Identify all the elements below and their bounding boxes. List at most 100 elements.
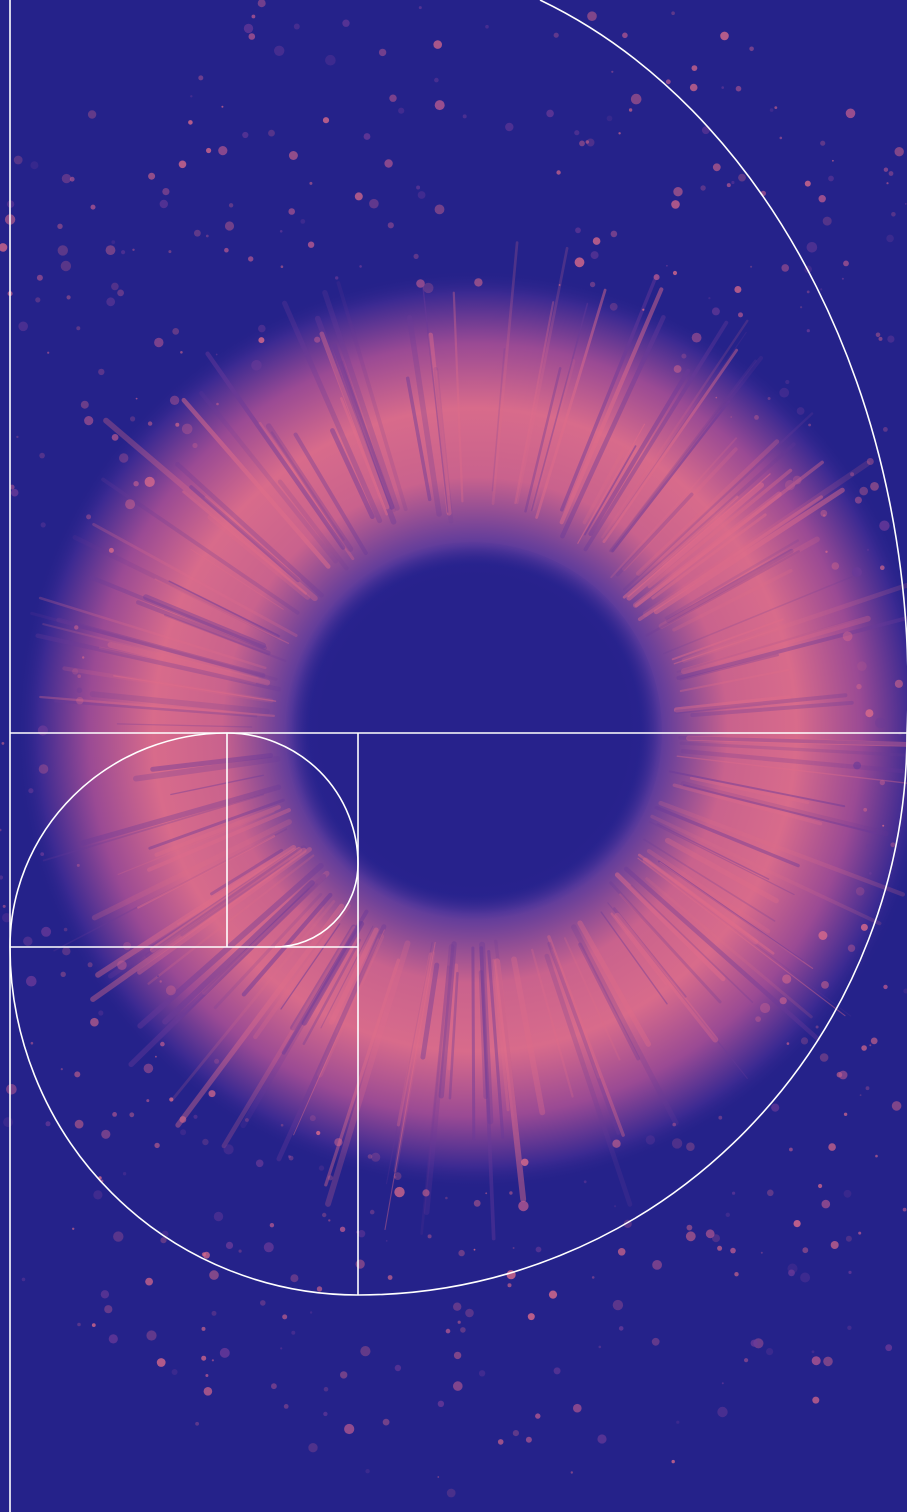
iris-fiber	[277, 479, 349, 571]
speckle	[672, 270, 678, 276]
speckle	[806, 329, 810, 333]
speckle	[832, 159, 834, 162]
speckle	[866, 844, 871, 849]
speckle	[82, 656, 85, 659]
speckle	[434, 204, 445, 215]
speckle	[446, 1488, 456, 1498]
speckle	[774, 106, 778, 109]
speckle	[369, 1209, 375, 1215]
iris-fiber	[168, 580, 281, 637]
iris-fiber	[330, 428, 375, 520]
speckle	[735, 85, 742, 92]
speckle	[224, 221, 235, 231]
iris-fiber	[530, 948, 574, 1098]
speckle	[863, 807, 868, 812]
iris-fiber	[491, 241, 519, 505]
iris-fiber	[319, 331, 390, 510]
speckle	[205, 1374, 209, 1377]
speckle	[574, 257, 585, 268]
iris-fiber	[154, 578, 290, 644]
speckle	[308, 1443, 318, 1453]
speckle	[891, 212, 896, 217]
speckle	[712, 163, 721, 172]
speckle	[367, 1154, 373, 1159]
speckle	[811, 1356, 821, 1366]
speckle	[437, 1476, 440, 1478]
speckle	[845, 1235, 852, 1242]
speckle	[87, 110, 97, 119]
iris-fiber	[610, 437, 738, 579]
speckle	[40, 852, 45, 856]
speckle	[30, 161, 39, 170]
speckle	[47, 351, 50, 354]
iris-fiber	[686, 735, 907, 747]
speckle	[363, 133, 371, 140]
speckle	[842, 631, 853, 642]
speckle	[843, 1189, 852, 1198]
speckle	[766, 1348, 774, 1356]
speckle	[812, 1396, 820, 1404]
speckle	[505, 122, 514, 132]
speckle	[257, 0, 266, 8]
golden-ratio-guides	[9, 0, 907, 1512]
speckle	[148, 172, 156, 180]
speckle	[691, 332, 702, 343]
speckle	[18, 321, 29, 332]
iris-fiber	[270, 431, 345, 541]
iris-fiber	[39, 695, 275, 718]
iris-fiber	[95, 845, 297, 978]
iris-fiber	[637, 853, 775, 955]
speckle	[535, 1246, 542, 1253]
speckle	[154, 337, 164, 348]
iris-fiber	[132, 756, 281, 782]
speckle	[645, 1135, 656, 1145]
speckle	[119, 453, 129, 463]
speckle	[322, 1212, 327, 1218]
speckle	[154, 1142, 160, 1149]
iris-fiber	[253, 903, 351, 1040]
iris-fiber	[653, 487, 845, 615]
iris-fiber	[642, 857, 759, 945]
speckle	[416, 185, 421, 190]
speckle	[857, 661, 867, 671]
speckle	[887, 335, 895, 343]
speckle	[579, 140, 585, 147]
speckle	[485, 1192, 488, 1195]
speckle	[335, 276, 339, 280]
iris-fiber	[658, 860, 804, 962]
speckle	[847, 944, 856, 952]
iris-fiber	[62, 666, 274, 703]
speckle	[316, 1286, 323, 1292]
speckle	[28, 788, 34, 794]
speckle	[21, 1277, 26, 1282]
speckle	[280, 1347, 283, 1350]
speckle	[393, 1172, 402, 1180]
speckle	[589, 281, 596, 288]
iris-fiber	[668, 770, 846, 808]
speckle	[121, 250, 126, 255]
speckle	[823, 1356, 833, 1367]
speckle	[868, 872, 872, 875]
iris-fiber	[293, 929, 385, 1136]
iris-fiber	[177, 847, 295, 926]
iris-fiber	[550, 948, 601, 1079]
iris-fiber	[664, 539, 799, 620]
speckle	[828, 1143, 836, 1151]
speckle	[86, 514, 92, 520]
speckle	[665, 79, 671, 85]
iris-fiber	[672, 783, 823, 826]
speckle	[354, 192, 363, 201]
speckle	[856, 683, 862, 690]
speckle	[725, 1212, 730, 1218]
speckle	[60, 260, 72, 272]
speckle	[159, 980, 162, 983]
speckle	[398, 107, 405, 114]
iris-fiber	[672, 568, 793, 632]
speckle	[2, 913, 12, 923]
speckle	[90, 204, 96, 210]
speckle	[779, 997, 787, 1005]
iris-fiber	[563, 937, 621, 1061]
speckle	[378, 48, 387, 57]
speckle	[87, 962, 93, 968]
iris-fiber	[90, 847, 307, 1002]
